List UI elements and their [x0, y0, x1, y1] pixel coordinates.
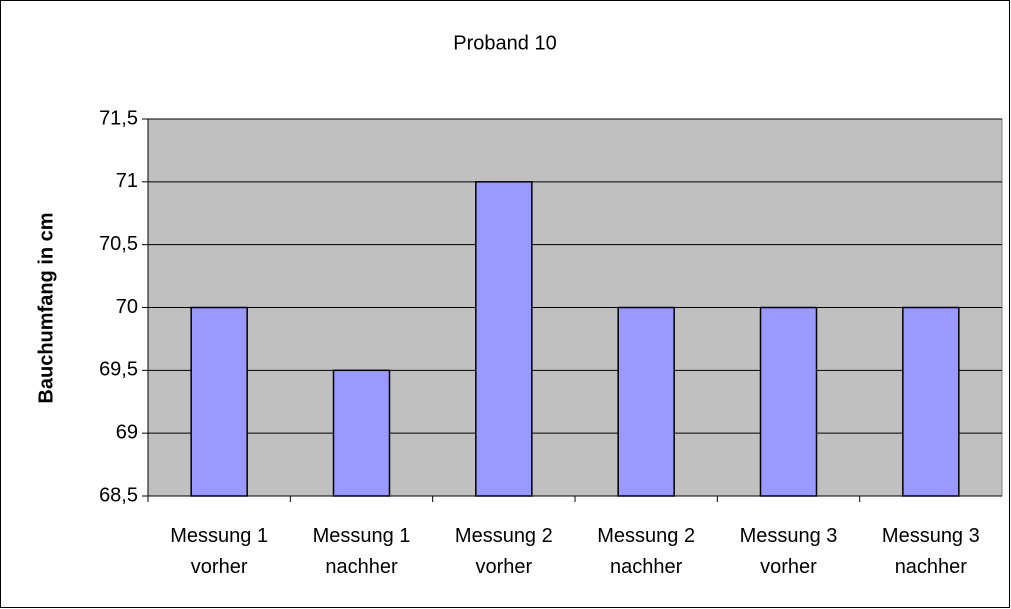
- x-tick-label: Messung 3 nachher: [881, 525, 980, 578]
- bar: [759, 306, 818, 497]
- y-tick-label: 70,5: [99, 233, 138, 255]
- y-tick-label: 71,5: [99, 107, 138, 129]
- y-axis-label: Bauchumfang in cm: [35, 212, 57, 403]
- y-tick-label: 71: [116, 170, 138, 192]
- y-tick-label: 68,5: [99, 484, 138, 506]
- y-tick-label: 70: [116, 296, 138, 318]
- x-tick-label: Messung 1 vorher: [170, 525, 269, 578]
- y-tick-label: 69: [116, 421, 138, 443]
- x-tick-label: Messung 1 nachher: [312, 525, 411, 578]
- bar: [902, 306, 960, 497]
- bar: [475, 181, 533, 497]
- bar: [617, 306, 675, 497]
- y-tick-label: 69,5: [99, 359, 138, 381]
- x-tick-label: Messung 3 vorher: [739, 525, 838, 578]
- bar: [190, 306, 248, 497]
- x-tick-label: Messung 2 vorher: [454, 525, 553, 578]
- x-tick-label: Messung 2 nachher: [597, 525, 696, 578]
- chart-title: Proband 10: [453, 32, 556, 54]
- bar: [332, 369, 391, 497]
